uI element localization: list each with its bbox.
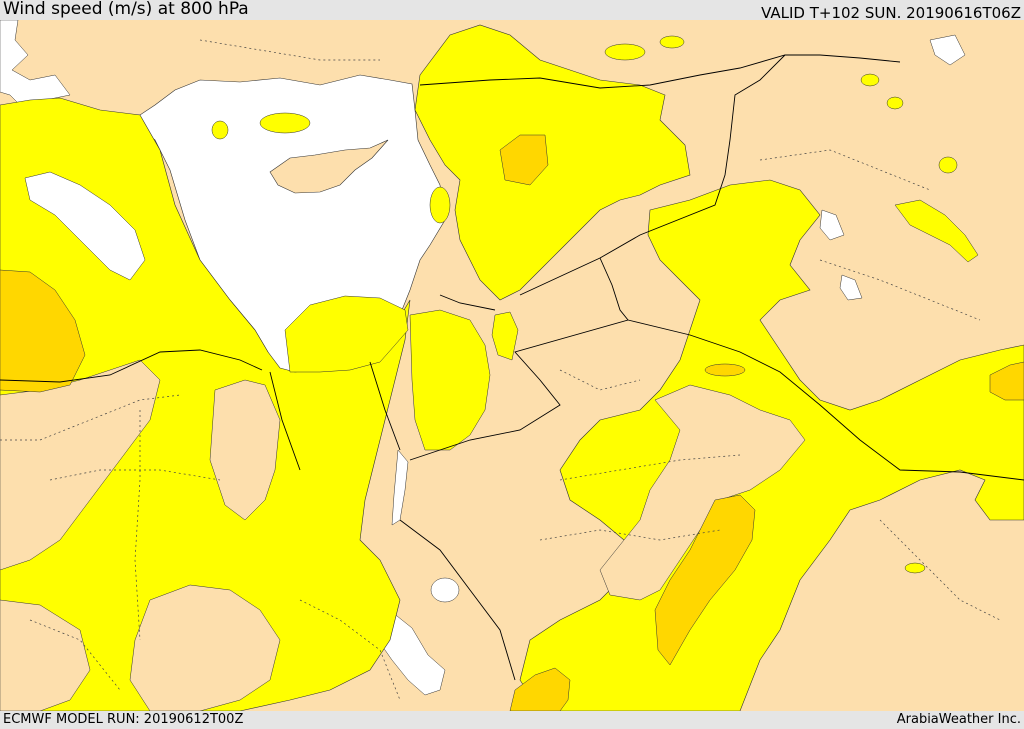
wind-patch-med: [259, 112, 311, 134]
land-patch-libya: [0, 359, 161, 571]
wind-patch-strong-mid: [704, 363, 746, 377]
wind-band-sinai-coast: [284, 295, 409, 373]
wind-patch-east-2: [886, 96, 904, 110]
header-bar: Wind speed (m/s) at 800 hPa VALID T+102 …: [0, 0, 1024, 22]
wind-band-strong-syria: [499, 134, 549, 186]
land-patch-southwest: [0, 599, 91, 711]
lake-habbaniyah: [839, 274, 863, 301]
lake-tharthar: [819, 209, 845, 241]
wind-band-jordan-strip: [491, 311, 519, 361]
footer-bar: ECMWF MODEL RUN: 20190612T00Z ArabiaWeat…: [0, 711, 1024, 729]
wind-patch-lebanon: [429, 186, 451, 224]
admin-boundaries: [0, 39, 1001, 701]
wind-band-strong-south: [509, 667, 571, 711]
wind-band-iraq-patch: [894, 199, 979, 263]
wind-patch-north-2: [659, 35, 685, 49]
wind-band-strong-arabia: [654, 494, 756, 666]
country-borders: [0, 54, 1024, 681]
wind-patch-east-1: [860, 73, 880, 87]
calm-patch-libya: [24, 171, 146, 281]
wind-patch-med-2: [211, 120, 229, 140]
land-patch-saudi: [599, 384, 806, 601]
model-run-label: ECMWF MODEL RUN: 20190612T00Z: [3, 712, 244, 727]
lake-nasser: [430, 577, 460, 603]
wind-patch-east-3: [938, 156, 958, 174]
aegean-sea: [0, 20, 71, 113]
wind-patch-north-1: [604, 43, 646, 61]
land-patch-south-egypt: [129, 584, 281, 711]
wind-band-strong-libya: [0, 269, 86, 393]
wind-band-levant: [409, 309, 491, 451]
land-patch-sinai: [209, 379, 281, 521]
wind-band-syria: [414, 24, 691, 301]
credit-label: ArabiaWeather Inc.: [896, 712, 1021, 727]
map-title: Wind speed (m/s) at 800 hPa: [3, 0, 249, 19]
valid-time-label: VALID T+102 SUN. 20190616T06Z: [761, 4, 1021, 22]
wind-speed-map: [0, 20, 1024, 711]
wind-band-strong-gulf: [989, 361, 1024, 401]
lake-van: [929, 34, 966, 66]
cyprus-island: [269, 139, 389, 194]
wind-patch-arabia-east: [904, 562, 926, 574]
